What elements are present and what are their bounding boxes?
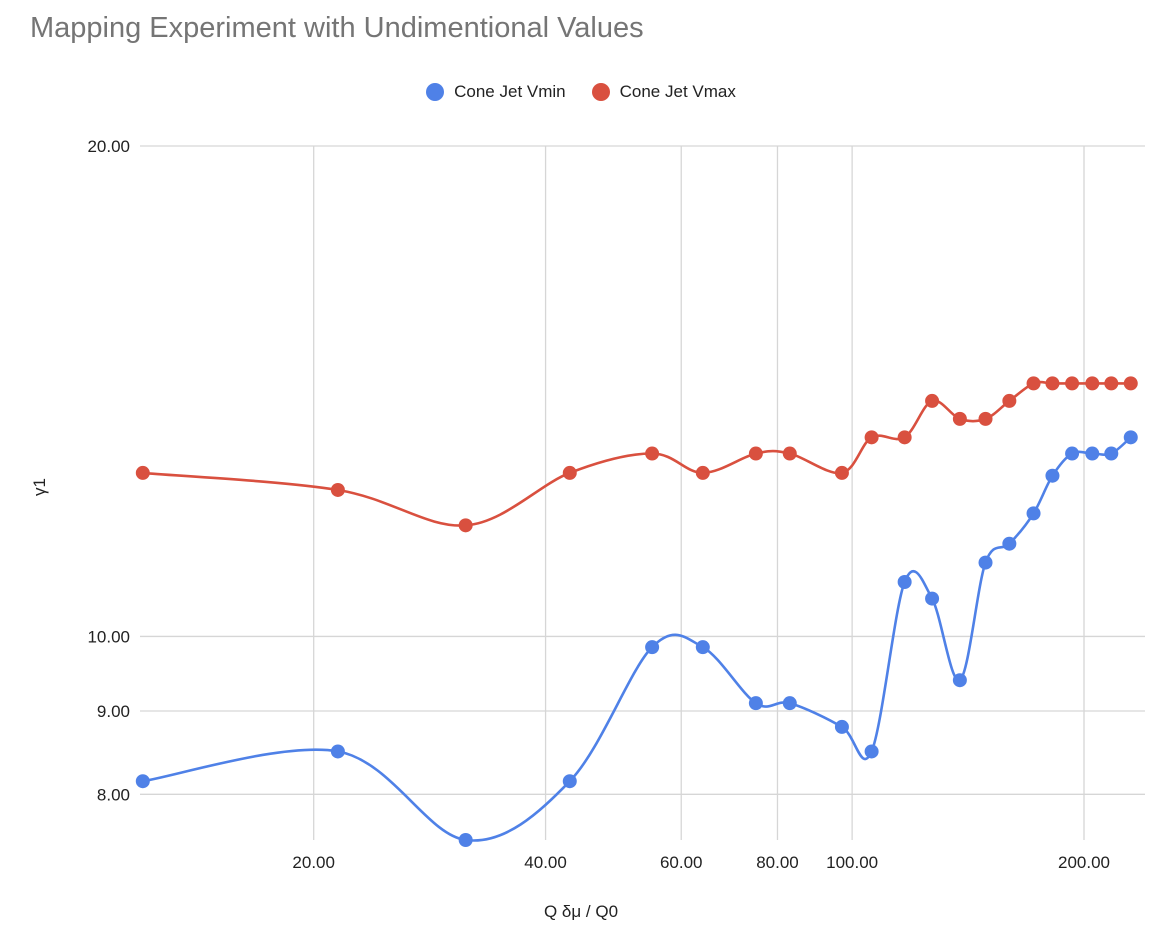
data-point-cone-jet-vmax: [562, 465, 577, 480]
data-point-cone-jet-vmax: [1026, 376, 1041, 391]
data-point-cone-jet-vmax: [897, 430, 912, 445]
data-point-cone-jet-vmin: [1002, 536, 1017, 551]
data-point-cone-jet-vmax: [1065, 376, 1080, 391]
y-tick-label: 8.00: [97, 785, 130, 804]
y-tick-label: 9.00: [97, 702, 130, 721]
y-tick-label: 10.00: [87, 627, 130, 646]
x-tick-label: 200.00: [1058, 853, 1110, 872]
x-tick-label: 80.00: [756, 853, 799, 872]
data-point-cone-jet-vmin: [782, 696, 797, 711]
data-point-cone-jet-vmin: [834, 719, 849, 734]
data-point-cone-jet-vmax: [695, 465, 710, 480]
data-point-cone-jet-vmax: [458, 518, 473, 533]
data-point-cone-jet-vmin: [925, 591, 940, 606]
data-point-cone-jet-vmin: [645, 640, 660, 655]
legend-label-vmin: Cone Jet Vmin: [454, 82, 566, 101]
data-point-cone-jet-vmin: [1065, 446, 1080, 461]
data-point-cone-jet-vmax: [1085, 376, 1100, 391]
data-point-cone-jet-vmin: [748, 696, 763, 711]
legend-item-vmin[interactable]: Cone Jet Vmin: [426, 82, 566, 102]
data-point-cone-jet-vmin: [135, 774, 150, 789]
y-axis-label: γ1: [30, 478, 49, 496]
x-tick-label: 60.00: [660, 853, 703, 872]
y-tick-label: 20.00: [87, 137, 130, 156]
data-point-cone-jet-vmin: [695, 640, 710, 655]
data-point-cone-jet-vmin: [1085, 446, 1100, 461]
data-point-cone-jet-vmin: [330, 744, 345, 759]
data-point-cone-jet-vmin: [458, 833, 473, 847]
data-point-cone-jet-vmin: [864, 744, 879, 759]
data-point-cone-jet-vmax: [748, 446, 763, 461]
data-point-cone-jet-vmin: [1104, 446, 1119, 461]
data-point-cone-jet-vmin: [1026, 506, 1041, 521]
data-point-cone-jet-vmax: [1002, 393, 1017, 408]
data-point-cone-jet-vmin: [1045, 468, 1060, 483]
series-line-cone-jet-vmax: [142, 380, 1131, 527]
data-point-cone-jet-vmax: [1123, 376, 1138, 391]
data-point-cone-jet-vmax: [925, 393, 940, 408]
data-point-cone-jet-vmax: [645, 446, 660, 461]
legend-swatch-vmax: [591, 83, 610, 101]
legend-item-vmax[interactable]: Cone Jet Vmax: [591, 82, 736, 102]
x-tick-label: 100.00: [826, 853, 878, 872]
x-tick-label: 40.00: [524, 853, 567, 872]
chart-title: Mapping Experiment with Undimentional Va…: [30, 12, 644, 44]
x-tick-label: 20.00: [292, 853, 335, 872]
data-point-cone-jet-vmax: [782, 446, 797, 461]
chart-legend: Cone Jet Vmin Cone Jet Vmax: [0, 82, 1162, 102]
data-point-cone-jet-vmax: [135, 465, 150, 480]
data-point-cone-jet-vmax: [952, 411, 967, 426]
data-point-cone-jet-vmax: [978, 411, 993, 426]
legend-swatch-vmin: [426, 83, 445, 101]
data-point-cone-jet-vmax: [1104, 376, 1119, 391]
x-axis-label: Q δμ / Q0: [543, 902, 619, 921]
legend-label-vmax: Cone Jet Vmax: [619, 82, 736, 101]
data-point-cone-jet-vmin: [562, 774, 577, 789]
data-point-cone-jet-vmax: [864, 430, 879, 445]
data-point-cone-jet-vmax: [330, 482, 345, 497]
data-point-cone-jet-vmin: [1123, 430, 1138, 445]
data-point-cone-jet-vmax: [834, 465, 849, 480]
data-point-cone-jet-vmin: [897, 574, 912, 589]
series-line-cone-jet-vmin: [142, 436, 1132, 842]
data-point-cone-jet-vmin: [952, 673, 967, 688]
data-point-cone-jet-vmin: [978, 555, 993, 570]
data-point-cone-jet-vmax: [1045, 376, 1060, 391]
